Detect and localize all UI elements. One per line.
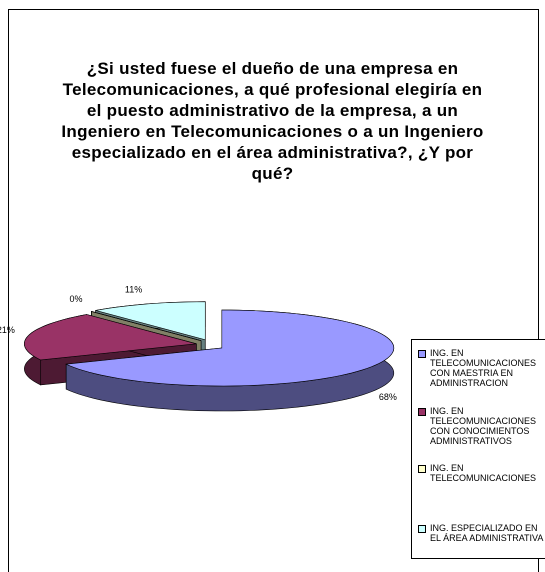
data-label: 0% [69, 294, 82, 304]
data-label: 68% [379, 392, 397, 402]
legend-entry: ING. ESPECIALIZADO EN EL ÁREA ADMINISTRA… [418, 523, 545, 543]
legend-swatch [418, 525, 426, 533]
slice-top [24, 314, 197, 361]
slice-top [65, 309, 395, 387]
slice-top [91, 311, 202, 341]
legend-label: ING. ESPECIALIZADO EN EL ÁREA ADMINISTRA… [430, 523, 544, 543]
slice-top [95, 301, 206, 341]
data-label: 11% [125, 285, 142, 295]
legend-swatch [418, 408, 426, 416]
legend-label: ING. EN TELECOMUNICACIONES CON MAESTRIA … [430, 348, 537, 388]
legend-entry: ING. EN TELECOMUNICACIONES CON CONOCIMIE… [418, 406, 545, 446]
legend-entry: ING. EN TELECOMUNICACIONES [418, 463, 545, 483]
legend-swatch [418, 465, 426, 473]
legend-label: ING. EN TELECOMUNICACIONES [430, 463, 537, 483]
chart-title: ¿Si usted fuese el dueño de una empresa … [61, 59, 484, 183]
legend-swatch [418, 350, 426, 358]
data-label: 21% [0, 325, 15, 335]
pie-slice [65, 309, 395, 412]
legend: ING. EN TELECOMUNICACIONES CON MAESTRIA … [411, 339, 545, 559]
legend-entry: ING. EN TELECOMUNICACIONES CON MAESTRIA … [418, 348, 545, 388]
chart-frame [8, 9, 539, 572]
legend-label: ING. EN TELECOMUNICACIONES CON CONOCIMIE… [430, 406, 537, 446]
